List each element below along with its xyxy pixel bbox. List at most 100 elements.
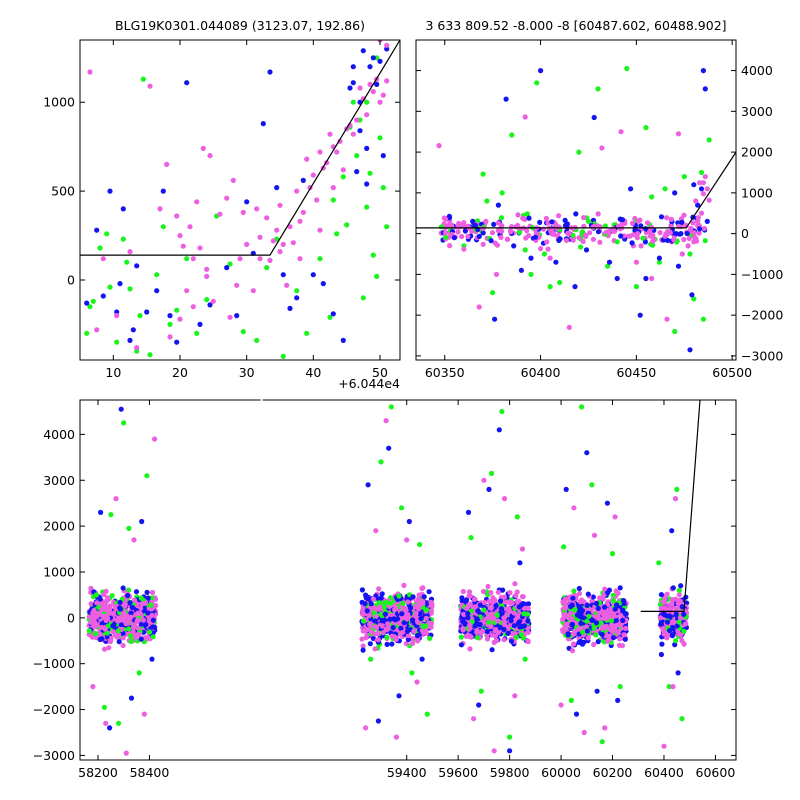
data-point xyxy=(563,605,569,611)
data-point xyxy=(565,632,571,638)
data-point xyxy=(515,613,521,619)
data-point xyxy=(396,593,402,599)
data-point xyxy=(613,588,619,594)
data-point xyxy=(563,486,569,492)
x-tick-label: 60200 xyxy=(593,765,633,780)
data-point xyxy=(700,180,706,186)
data-point xyxy=(481,599,487,605)
data-point xyxy=(549,219,555,225)
data-point xyxy=(620,617,626,623)
data-point xyxy=(659,641,665,647)
data-point xyxy=(633,284,639,290)
data-point xyxy=(98,509,104,515)
data-point xyxy=(679,219,685,225)
data-point xyxy=(317,256,323,262)
data-point xyxy=(284,282,290,288)
data-point xyxy=(125,592,131,599)
data-point xyxy=(107,610,113,616)
data-point xyxy=(244,241,250,247)
data-point xyxy=(138,621,144,627)
data-point xyxy=(682,621,688,627)
data-point xyxy=(354,169,360,175)
data-point xyxy=(134,617,141,623)
data-point xyxy=(585,635,591,641)
data-point xyxy=(675,670,681,676)
data-point xyxy=(508,638,515,644)
data-point xyxy=(702,86,708,92)
data-point xyxy=(94,613,100,619)
data-point xyxy=(127,337,133,343)
data-point xyxy=(465,509,472,515)
data-point xyxy=(507,734,513,740)
data-point xyxy=(538,246,544,252)
full-light-curve-frame xyxy=(79,399,737,761)
data-point xyxy=(583,247,590,253)
data-point xyxy=(503,96,509,102)
data-point xyxy=(90,610,96,616)
data-point xyxy=(481,607,487,613)
data-point xyxy=(573,211,579,217)
data-point xyxy=(681,236,687,243)
data-point xyxy=(595,229,602,235)
data-point xyxy=(628,186,634,192)
x-tick-label: 59400 xyxy=(387,765,427,780)
data-point xyxy=(460,618,466,624)
data-point xyxy=(414,633,421,639)
data-point xyxy=(649,275,655,282)
data-point xyxy=(377,135,383,141)
data-point xyxy=(126,525,132,531)
zoom-plot-area xyxy=(80,40,400,359)
data-point xyxy=(464,597,470,603)
data-point xyxy=(526,215,532,221)
data-point xyxy=(484,198,490,204)
data-point xyxy=(635,231,641,237)
data-point xyxy=(677,615,684,621)
data-point xyxy=(460,627,466,633)
data-point xyxy=(614,629,621,635)
data-point xyxy=(464,605,470,612)
data-point xyxy=(147,629,153,635)
data-point xyxy=(497,598,504,604)
data-point xyxy=(528,255,534,261)
data-point xyxy=(104,595,111,601)
data-point xyxy=(508,618,514,624)
data-point xyxy=(124,259,130,265)
data-point xyxy=(501,621,507,627)
data-point xyxy=(509,600,515,606)
data-point xyxy=(114,309,120,315)
data-point xyxy=(280,353,286,359)
data-point xyxy=(612,606,618,612)
data-point xyxy=(101,646,108,652)
data-point xyxy=(507,590,513,596)
data-point xyxy=(367,641,373,647)
x-tick-label: 50 xyxy=(372,365,388,380)
data-point xyxy=(297,256,303,262)
data-point xyxy=(459,595,465,601)
data-point xyxy=(267,69,273,75)
data-point xyxy=(254,337,260,343)
data-point xyxy=(590,236,596,242)
data-point xyxy=(204,273,210,279)
data-point xyxy=(360,96,366,102)
data-point xyxy=(686,235,692,242)
data-point xyxy=(207,153,213,159)
data-point xyxy=(587,230,593,236)
data-point xyxy=(424,711,430,717)
data-point xyxy=(570,595,576,601)
data-point xyxy=(250,288,256,294)
data-point xyxy=(378,459,384,465)
data-point xyxy=(463,633,469,639)
data-point xyxy=(617,226,623,232)
data-point xyxy=(637,312,643,318)
data-point xyxy=(607,609,614,615)
data-point xyxy=(512,581,518,587)
data-point xyxy=(670,684,676,690)
y-tick-label: −2000 xyxy=(33,702,75,717)
data-point xyxy=(676,619,682,625)
data-point xyxy=(534,80,540,86)
data-point xyxy=(576,585,582,592)
data-point xyxy=(364,204,370,210)
data-point xyxy=(465,615,471,621)
data-point xyxy=(670,619,676,625)
data-point xyxy=(579,229,585,235)
